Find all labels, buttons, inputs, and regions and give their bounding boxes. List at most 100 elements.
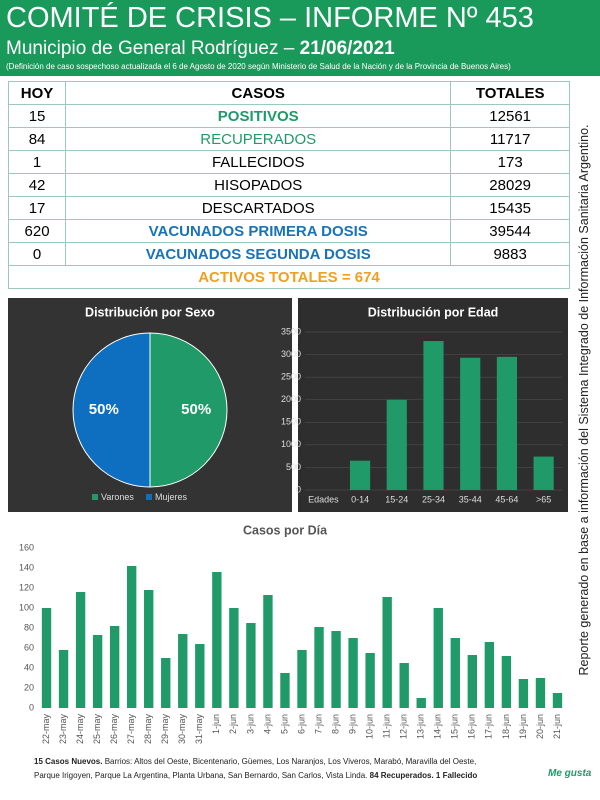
x-tick-label: 2-jun [228, 714, 238, 734]
row: 84 RECUPERADOS 11717 [7, 127, 570, 151]
x-tick-label: 29-may [160, 714, 170, 745]
y-tick-label: 160 [19, 542, 34, 552]
x-tick-label: 26-may [109, 714, 119, 745]
row: 42 HISOPADOS 28029 [7, 173, 570, 197]
bar [433, 608, 443, 708]
cases-table: HOY CASOS TOTALES 15 POSITIVOS 12561 84 RECUPER… [7, 81, 570, 289]
cell: 11717 [450, 127, 570, 151]
row: 0 VACUNADOS SEGUNDA DOSIS 9883 [7, 242, 570, 266]
x-tick-label: 15-jun [450, 714, 460, 739]
bar [331, 631, 341, 708]
x-tick-label: 22-may [41, 714, 51, 745]
x-tick-label: 16-jun [467, 714, 477, 739]
bar [460, 357, 481, 490]
subtitle: Municipio de General Rodríguez – 21/06/2… [6, 38, 395, 60]
bar [399, 663, 409, 708]
bar [496, 356, 518, 490]
x-tick-label: 1-jun [211, 714, 221, 734]
x-tick-label: 5-jun [279, 714, 289, 734]
x-tick-label: Edades [308, 494, 339, 504]
footer-bold: 84 Recuperados. 1 Fallecido [369, 771, 478, 780]
x-tick-label: 4-jun [262, 714, 272, 734]
footer-bold: 15 Casos Nuevos. [34, 757, 103, 766]
x-tick-label: 28-may [143, 714, 153, 745]
bar [109, 626, 120, 708]
bar [41, 608, 52, 708]
y-tick-label: 1500 [281, 417, 301, 427]
y-tick-label: 2000 [281, 394, 301, 404]
bar [382, 597, 392, 708]
x-tick-label: >65 [536, 494, 551, 504]
cell: 15435 [450, 196, 570, 220]
legend-swatch [92, 494, 98, 500]
logo: Me gusta [548, 768, 592, 779]
x-tick-label: 45-64 [495, 494, 518, 504]
cell: 0 [7, 242, 67, 266]
row: 15 POSITIVOS 12561 [7, 104, 570, 128]
bar [423, 341, 444, 490]
cell: 84 [7, 127, 67, 151]
y-tick-label: 3000 [281, 349, 301, 359]
cell: RECUPERADOS [65, 127, 452, 151]
x-tick-label: 23-may [58, 714, 68, 745]
bar [178, 634, 188, 708]
bar [314, 627, 324, 708]
bar [533, 456, 554, 490]
bar [484, 642, 495, 708]
cell: 42 [7, 173, 67, 197]
cell: DESCARTADOS [65, 196, 452, 220]
x-tick-label: 15-24 [385, 494, 408, 504]
legend-label: Varones [101, 492, 134, 502]
bar [501, 656, 512, 708]
date: 21/06/2021 [299, 38, 395, 59]
x-tick-label: 17-jun [484, 714, 494, 739]
x-tick-label: 9-jun [347, 714, 357, 734]
bar [126, 566, 137, 708]
bar [246, 623, 256, 708]
x-tick-label: 31-may [194, 714, 204, 745]
x-tick-label: 6-jun [296, 714, 306, 734]
summary-row: ACTIVOS TOTALES = 674 [8, 265, 570, 289]
y-tick-label: 20 [24, 682, 34, 692]
pie-slice [149, 332, 228, 488]
footer-text: Barrios: Altos del Oeste, Bicentenario, … [34, 757, 477, 780]
x-tick-label: 10-jun [365, 714, 375, 739]
bar [229, 608, 239, 708]
legend-swatch [146, 494, 152, 500]
bar [348, 638, 358, 708]
bar [58, 650, 69, 708]
cell: POSITIVOS [65, 104, 452, 128]
bar [280, 673, 290, 708]
bar [195, 644, 205, 708]
bar [161, 658, 171, 708]
title: COMITÉ DE CRISIS – INFORME Nº 453 [6, 2, 534, 34]
cell: 173 [450, 150, 570, 174]
bar [144, 590, 154, 708]
x-tick-label: 11-jun [382, 714, 392, 738]
pie-slice [72, 332, 151, 488]
chart-title: Distribución por Sexo [85, 305, 215, 319]
cell: HISOPADOS [65, 173, 452, 197]
bar [92, 635, 103, 708]
x-tick-label: 21-jun [552, 714, 562, 739]
bar [535, 678, 546, 708]
chart-title: Casos por Día [243, 523, 328, 537]
chart-title: Distribución por Edad [368, 305, 499, 319]
x-tick-label: 13-jun [416, 714, 426, 739]
y-tick-label: 0 [29, 702, 34, 712]
cell: 28029 [450, 173, 570, 197]
cell: 15 [7, 104, 67, 128]
bar [349, 460, 371, 490]
bar [518, 679, 529, 708]
y-tick-label: 3500 [281, 326, 301, 336]
cell: FALLECIDOS [65, 150, 452, 174]
y-tick-label: 140 [19, 562, 34, 572]
data-label: 50% [181, 401, 211, 418]
cell: VACUNADOS SEGUNDA DOSIS [65, 242, 452, 266]
column-header: TOTALES [450, 81, 570, 105]
y-tick-label: 2500 [281, 372, 301, 382]
bar [450, 638, 460, 708]
y-tick-label: 1000 [281, 439, 301, 449]
x-tick-label: 27-may [126, 714, 136, 745]
